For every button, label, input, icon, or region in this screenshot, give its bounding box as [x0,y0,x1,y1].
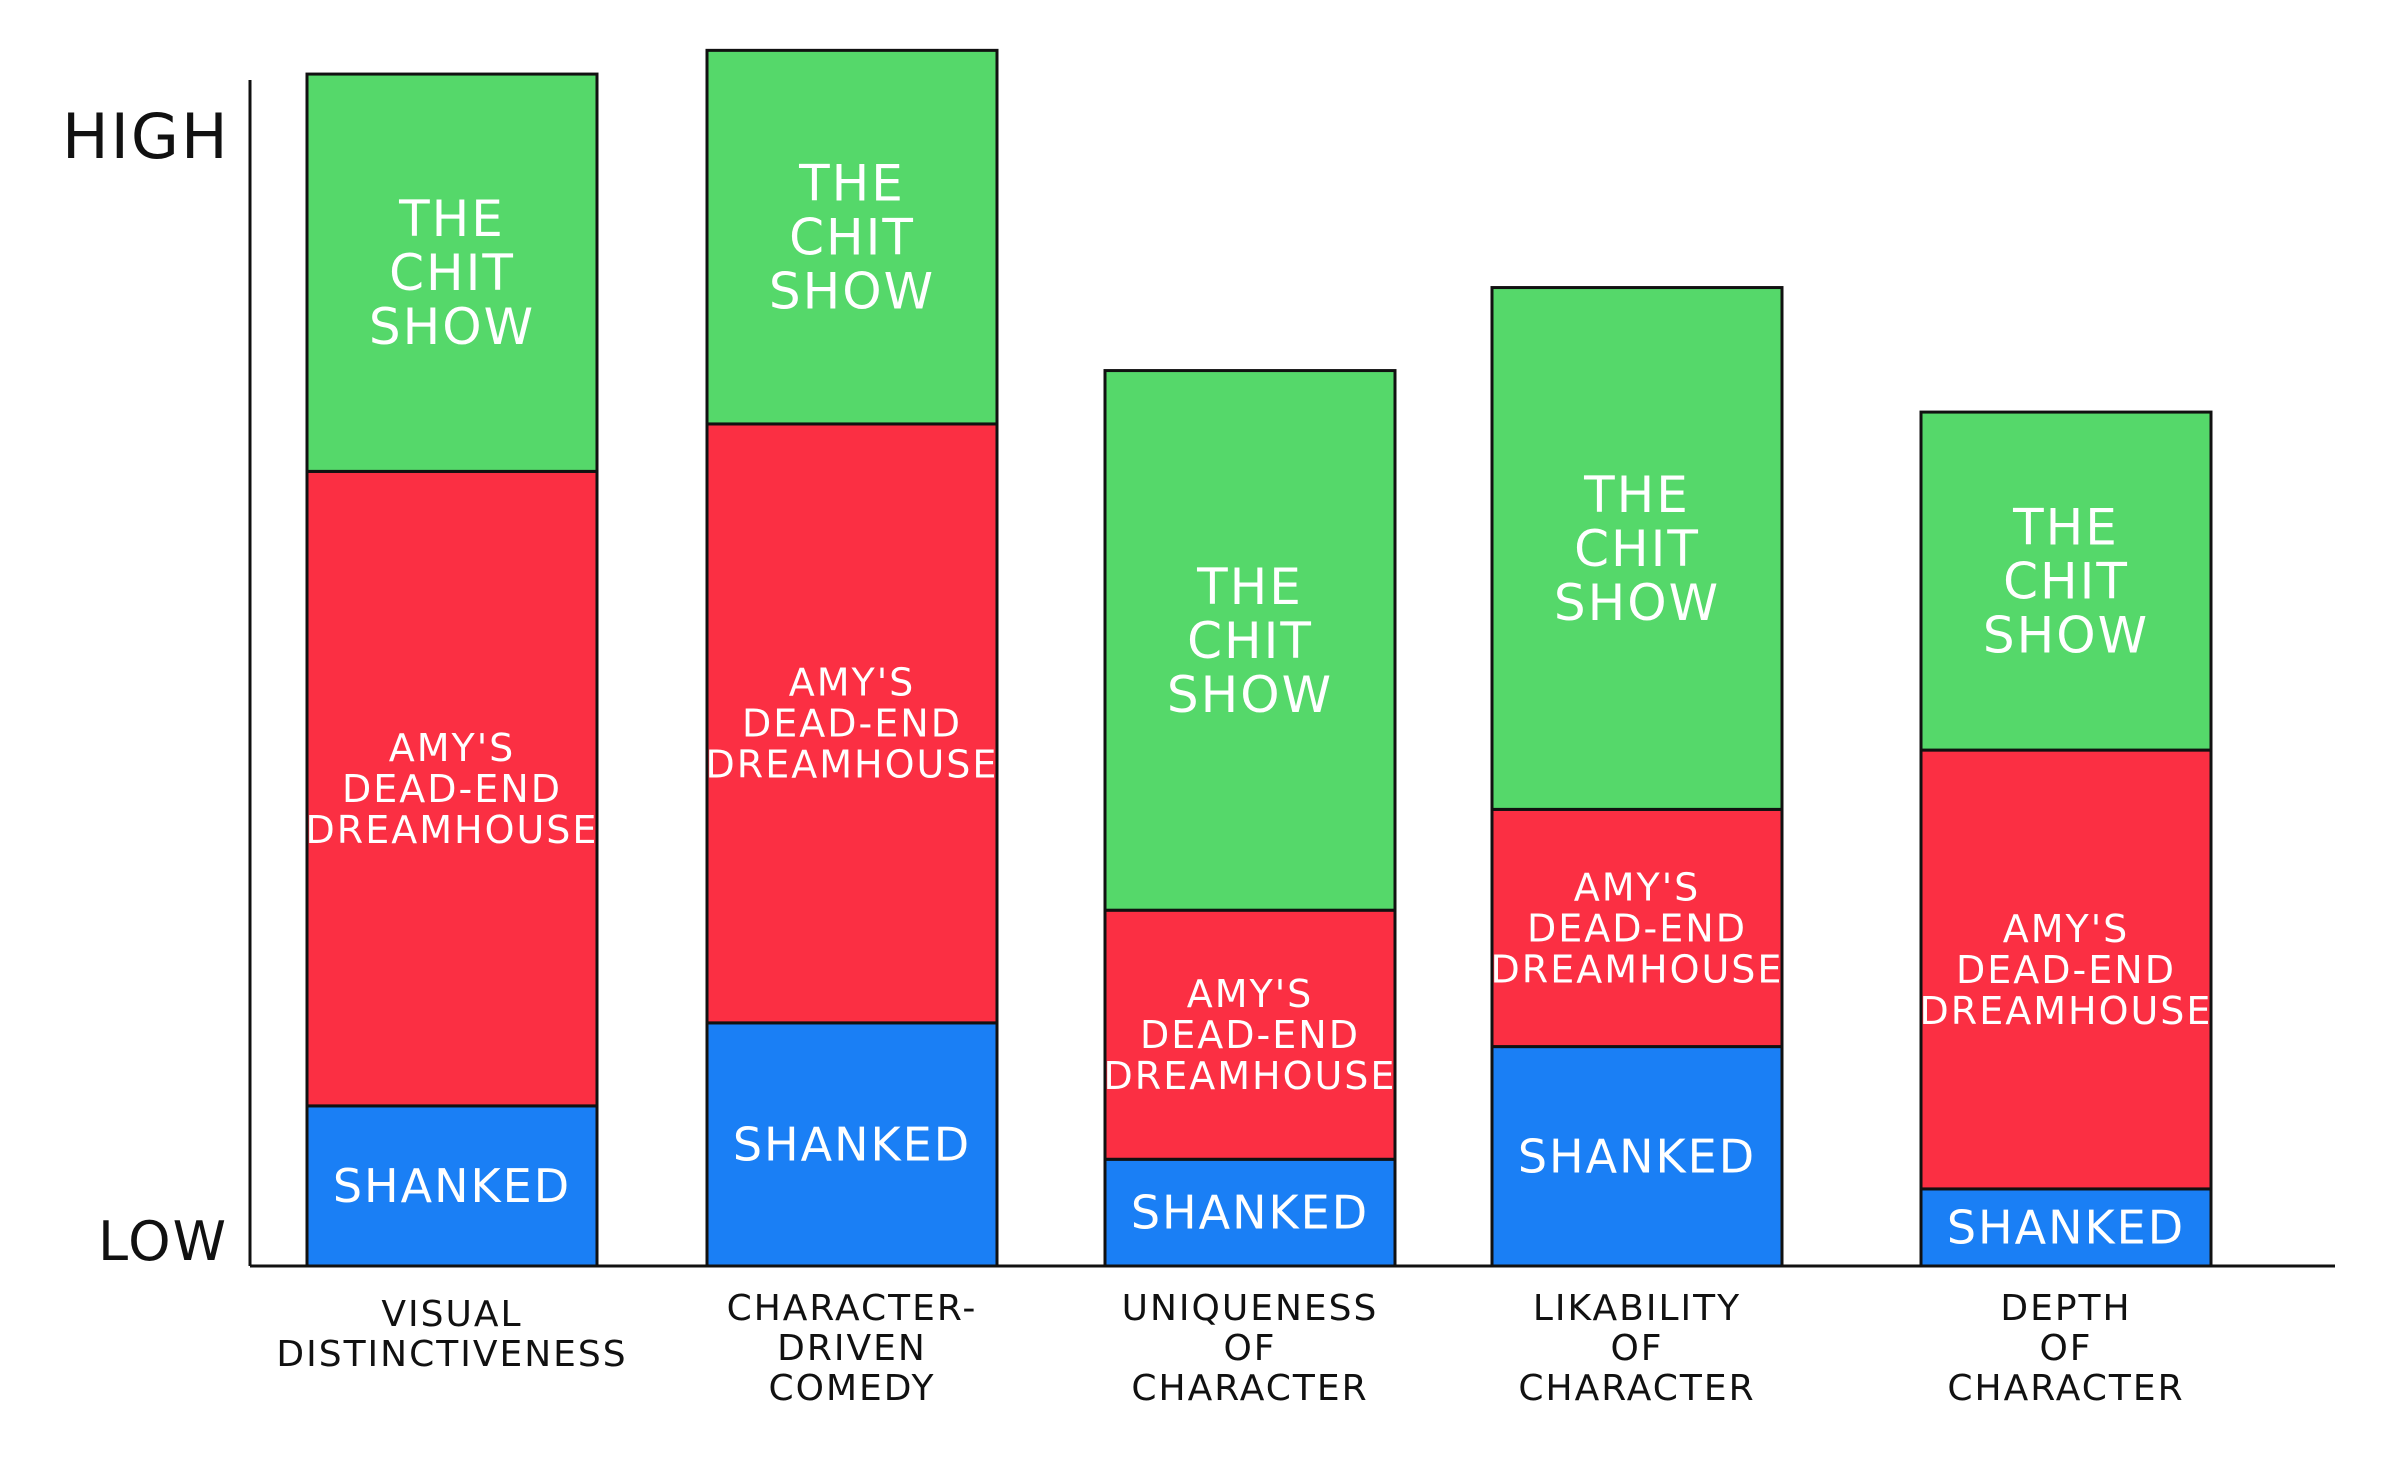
segment-label-line: THE [1583,466,1690,524]
category-label-0: VISUAL DISTINCTIVENESS [276,1294,627,1375]
segment-label-line: DEAD-END [742,702,962,746]
bar-segment-amy-s-dead-end-dreamhouse-0 [305,469,599,1108]
bar-segment-the-chit-show-1 [705,48,999,426]
segment-label-0-3: SHANKED [1518,1129,1756,1183]
segment-label-1-4: AMY'S DEAD-END DREAMHOUSE [1920,907,2213,1033]
segment-label-line: THE [1196,558,1303,616]
category-label-line: LIKABILITY [1533,1288,1741,1329]
category-label-line: UNIQUENESS [1122,1288,1379,1329]
category-label-line: VISUAL [381,1294,522,1335]
segment-label-line: CHIT [1187,612,1313,670]
segment-label-2-2: THE CHIT SHOW [1167,558,1333,724]
segment-label-line: SHOW [1983,607,2149,665]
segment-label-line: SHOW [369,298,535,356]
segment-label-line: SHANKED [1131,1186,1369,1240]
category-label-line: OF [1223,1328,1276,1369]
segment-label-line: DEAD-END [1527,906,1747,950]
category-label-line: CHARACTER [1131,1368,1368,1409]
segment-label-line: SHOW [769,263,935,321]
bar-segment-shanked-1 [705,1021,999,1268]
segment-label-line: CHIT [1574,520,1700,578]
bar-segment-shanked-3 [1490,1045,1784,1268]
category-label-3: LIKABILITY OF CHARACTER [1518,1288,1755,1409]
segment-label-1-2: AMY'S DEAD-END DREAMHOUSE [1104,972,1397,1098]
bar-segment-shanked-4 [1919,1187,2213,1268]
bar-segment-shanked-2 [1103,1157,1397,1268]
segment-label-line: SHOW [1554,574,1720,632]
segment-label-line: SHANKED [733,1118,971,1172]
bar-segment-amy-s-dead-end-dreamhouse-4 [1919,748,2213,1191]
segment-label-0-1: SHANKED [733,1118,971,1172]
segment-label-line: DREAMHOUSE [706,743,999,787]
y-axis-low-label: LOW [98,1210,228,1273]
category-label-line: CHARACTER- [727,1288,978,1329]
segment-label-0-0: SHANKED [333,1159,571,1213]
segment-label-line: SHANKED [1518,1129,1756,1183]
bar-stack-2: SHANKED AMY'S DEAD-END DREAMHOUSE THE CHIT SHO… [1103,369,1397,1268]
axes-layer: HIGH LOW [62,80,2335,1273]
bar-stack-0: SHANKED AMY'S DEAD-END DREAMHOUSE THE CHIT SHO… [305,72,599,1268]
bar-segment-shanked-0 [305,1104,599,1268]
segment-label-line: SHANKED [1947,1201,2185,1255]
bar-segment-the-chit-show-0 [305,72,599,473]
category-label-line: DRIVEN [777,1328,927,1369]
segment-label-line: DEAD-END [1956,948,2176,992]
segment-label-line: DREAMHOUSE [1491,947,1784,991]
category-label-line: CHARACTER [1518,1368,1755,1409]
segment-label-line: CHIT [2003,553,2129,611]
category-label-1: CHARACTER-DRIVEN COMEDY [727,1288,978,1409]
bar-stack-4: SHANKED AMY'S DEAD-END DREAMHOUSE THE CHIT SHO… [1919,410,2213,1268]
category-label-line: CHARACTER [1947,1368,2184,1409]
segment-label-2-1: THE CHIT SHOW [769,155,935,321]
segment-label-line: DEAD-END [342,767,562,811]
segment-label-line: AMY'S [389,726,516,770]
segment-label-line: THE [2012,499,2119,557]
segment-label-line: SHANKED [333,1159,571,1213]
segment-label-line: AMY'S [1187,972,1314,1016]
category-label-line: OF [2039,1328,2092,1369]
segment-label-line: DREAMHOUSE [1920,989,2213,1033]
segment-label-line: AMY'S [789,661,916,705]
segment-label-2-0: THE CHIT SHOW [369,190,535,356]
segment-label-line: CHIT [389,244,515,302]
category-label-line: COMEDY [768,1368,935,1409]
segment-label-2-4: THE CHIT SHOW [1983,499,2149,665]
bar-segment-amy-s-dead-end-dreamhouse-1 [705,422,999,1025]
segment-label-line: SHOW [1167,666,1333,724]
segment-label-line: THE [398,190,505,248]
category-label-4: DEPTH OF CHARACTER [1947,1288,2184,1409]
category-label-2: UNIQUENESS OF CHARACTER [1122,1288,1379,1409]
bar-segment-the-chit-show-3 [1490,286,1784,811]
y-axis-high-label: HIGH [62,100,230,173]
segment-label-1-1: AMY'S DEAD-END DREAMHOUSE [706,661,999,787]
segment-label-0-2: SHANKED [1131,1186,1369,1240]
segment-label-0-4: SHANKED [1947,1201,2185,1255]
category-label-line: DISTINCTIVENESS [276,1334,627,1375]
segment-label-1-3: AMY'S DEAD-END DREAMHOUSE [1491,865,1784,991]
bar-stack-1: SHANKED AMY'S DEAD-END DREAMHOUSE THE CHIT SHO… [705,48,999,1268]
bar-stack-3: SHANKED AMY'S DEAD-END DREAMHOUSE THE CHIT SHO… [1490,286,1784,1268]
category-labels: VISUAL DISTINCTIVENESS CHARACTER-DRIVEN COM… [276,1288,2184,1409]
segment-label-line: DREAMHOUSE [1104,1054,1397,1098]
bar-segment-the-chit-show-2 [1103,369,1397,912]
segment-label-line: AMY'S [1574,865,1701,909]
segment-label-1-0: AMY'S DEAD-END DREAMHOUSE [306,726,599,852]
bar-segment-amy-s-dead-end-dreamhouse-3 [1490,807,1784,1049]
category-label-line: OF [1610,1328,1663,1369]
segment-label-line: AMY'S [2003,907,2130,951]
segment-label-2-3: THE CHIT SHOW [1554,466,1720,632]
category-label-line: DEPTH [2000,1288,2131,1329]
segment-label-line: THE [798,155,905,213]
segment-label-line: DREAMHOUSE [306,808,599,852]
segment-label-line: DEAD-END [1140,1013,1360,1057]
segment-label-line: CHIT [789,209,915,267]
bar-segment-the-chit-show-4 [1919,410,2213,752]
